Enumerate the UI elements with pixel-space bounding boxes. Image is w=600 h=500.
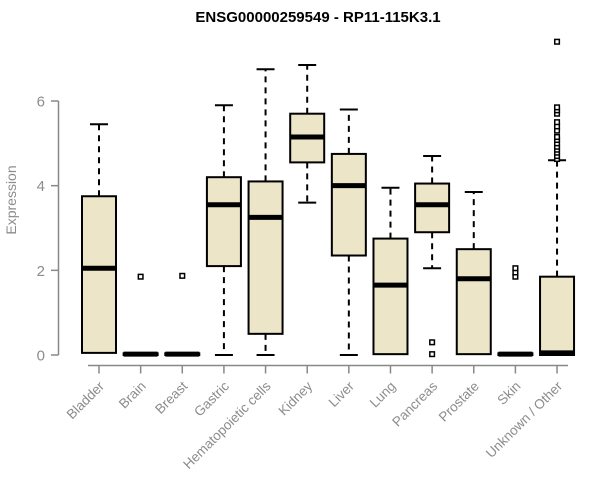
box-pancreas <box>414 155 451 358</box>
outlier-point <box>179 272 186 279</box>
y-axis-label: Expression <box>3 165 19 234</box>
x-tick-label-brain: Brain <box>116 379 149 412</box>
y-tick-label: 0 <box>37 348 45 365</box>
y-tick-label: 4 <box>37 178 45 195</box>
box-bladder <box>81 123 117 354</box>
box-brain <box>122 273 159 357</box>
outlier-point <box>553 104 561 111</box>
outlier-point <box>512 265 519 272</box>
x-tick-label-prostate: Prostate <box>436 379 482 425</box>
iqr-box <box>205 176 242 268</box>
iqr-box <box>455 248 492 356</box>
boxplot-series <box>81 38 576 358</box>
y-axis: 0 2 4 6 <box>37 94 60 365</box>
box-prostate <box>455 191 492 356</box>
box-breast <box>164 272 201 357</box>
iqr-box <box>372 237 409 356</box>
x-tick-label-bladder: Bladder <box>64 378 108 422</box>
iqr-box <box>247 180 284 335</box>
x-tick-label-pancreas: Pancreas <box>389 378 440 429</box>
outlier-point <box>553 38 561 45</box>
box-hematopoietic-cells <box>247 68 284 356</box>
outlier-point <box>137 273 144 280</box>
box-lung <box>372 186 409 356</box>
x-tick-label-gastric: Gastric <box>191 378 232 419</box>
iqr-box <box>539 275 576 357</box>
iqr-box <box>414 182 451 234</box>
outlier-point <box>553 119 561 126</box>
x-tick-label-skin: Skin <box>494 379 523 408</box>
x-tick-label-unknown-other: Unknown / Other <box>483 378 566 461</box>
x-tick-label-liver: Liver <box>326 378 358 410</box>
iqr-box <box>330 152 367 257</box>
box-unknown-other <box>539 38 576 357</box>
box-skin <box>497 265 534 357</box>
box-gastric <box>205 104 242 356</box>
box-liver <box>330 108 367 356</box>
y-tick-label: 6 <box>37 94 45 111</box>
box-kidney <box>289 64 326 204</box>
outlier-point <box>429 351 436 358</box>
outlier-point <box>553 133 561 141</box>
iqr-box <box>81 195 117 354</box>
chart-title: ENSG00000259549 - RP11-115K3.1 <box>195 9 440 26</box>
outlier-point <box>429 339 436 346</box>
x-tick-label-breast: Breast <box>152 378 190 416</box>
x-tick-label-lung: Lung <box>367 379 399 411</box>
y-tick-label: 2 <box>37 263 45 280</box>
x-tick-label-kidney: Kidney <box>276 378 316 418</box>
